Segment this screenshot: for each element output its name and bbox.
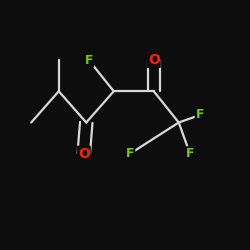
Text: F: F: [186, 147, 194, 160]
Text: F: F: [126, 147, 134, 160]
Text: F: F: [84, 54, 93, 66]
Text: O: O: [78, 147, 90, 161]
Text: F: F: [196, 108, 204, 122]
Text: O: O: [148, 53, 160, 67]
